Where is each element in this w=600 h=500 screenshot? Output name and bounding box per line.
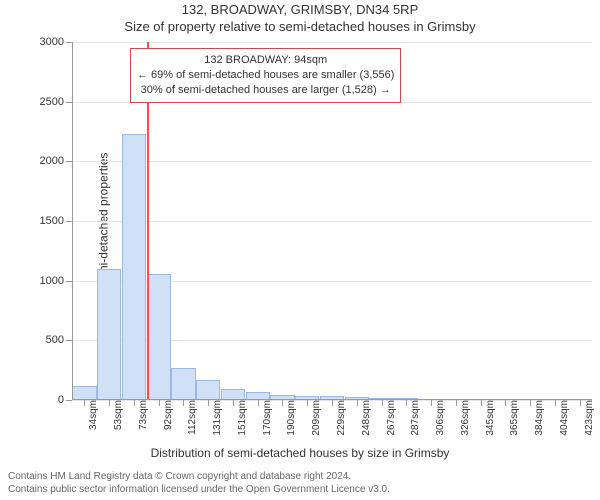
annotation-line-1: 132 BROADWAY: 94sqm (137, 53, 394, 68)
y-tick-label: 1500 (40, 215, 72, 227)
y-tick-label: 500 (40, 334, 72, 346)
x-axis-label: Distribution of semi-detached houses by … (0, 446, 600, 460)
y-tick-label: 2500 (40, 96, 72, 108)
x-tick-label: 267sqm (380, 400, 397, 436)
y-tick-label: 1000 (40, 275, 72, 287)
x-tick-label: 306sqm (429, 400, 446, 436)
footer-line-2: Contains public sector information licen… (8, 483, 592, 496)
x-tick-label: 404sqm (553, 400, 570, 436)
histogram-bar (122, 134, 146, 400)
histogram-bar (72, 386, 96, 400)
x-tick-label: 345sqm (479, 400, 496, 436)
histogram-bar (147, 274, 171, 400)
x-tick-label: 423sqm (578, 400, 595, 436)
histogram-bar (171, 368, 195, 400)
x-tick-label: 190sqm (280, 400, 297, 436)
x-tick-label: 365sqm (503, 400, 520, 436)
x-tick-label: 170sqm (256, 400, 273, 436)
annotation-line-2: ← 69% of semi-detached houses are smalle… (137, 68, 394, 83)
footer-attribution: Contains HM Land Registry data © Crown c… (8, 470, 592, 496)
x-tick-label: 112sqm (181, 400, 198, 435)
x-tick-label: 131sqm (206, 400, 223, 436)
x-tick-label: 53sqm (107, 400, 124, 430)
x-tick-label: 92sqm (157, 400, 174, 430)
histogram-bar (196, 380, 220, 400)
chart-title: 132, BROADWAY, GRIMSBY, DN34 5RP (0, 2, 600, 17)
x-tick-label: 287sqm (404, 400, 421, 436)
title-block: 132, BROADWAY, GRIMSBY, DN34 5RP Size of… (0, 2, 600, 34)
y-tick-label: 0 (40, 394, 72, 406)
x-tick-label: 384sqm (528, 400, 545, 436)
annotation-box: 132 BROADWAY: 94sqm ← 69% of semi-detach… (130, 48, 401, 103)
histogram-bar (97, 269, 121, 400)
x-tick-label: 209sqm (305, 400, 322, 436)
x-tick-label: 326sqm (454, 400, 471, 436)
y-axis-line (72, 42, 73, 400)
y-tick-label: 3000 (40, 36, 72, 48)
annotation-line-3: 30% of semi-detached houses are larger (… (137, 83, 394, 98)
footer-line-1: Contains HM Land Registry data © Crown c… (8, 470, 592, 483)
chart-root: 132, BROADWAY, GRIMSBY, DN34 5RP Size of… (0, 0, 600, 500)
x-tick-label: 151sqm (231, 400, 248, 436)
y-tick-label: 2000 (40, 155, 72, 167)
chart-subtitle: Size of property relative to semi-detach… (0, 19, 600, 34)
x-tick-label: 34sqm (82, 400, 99, 430)
x-tick-label: 229sqm (330, 400, 347, 436)
x-tick-label: 73sqm (132, 400, 149, 430)
x-tick-label: 248sqm (355, 400, 372, 436)
